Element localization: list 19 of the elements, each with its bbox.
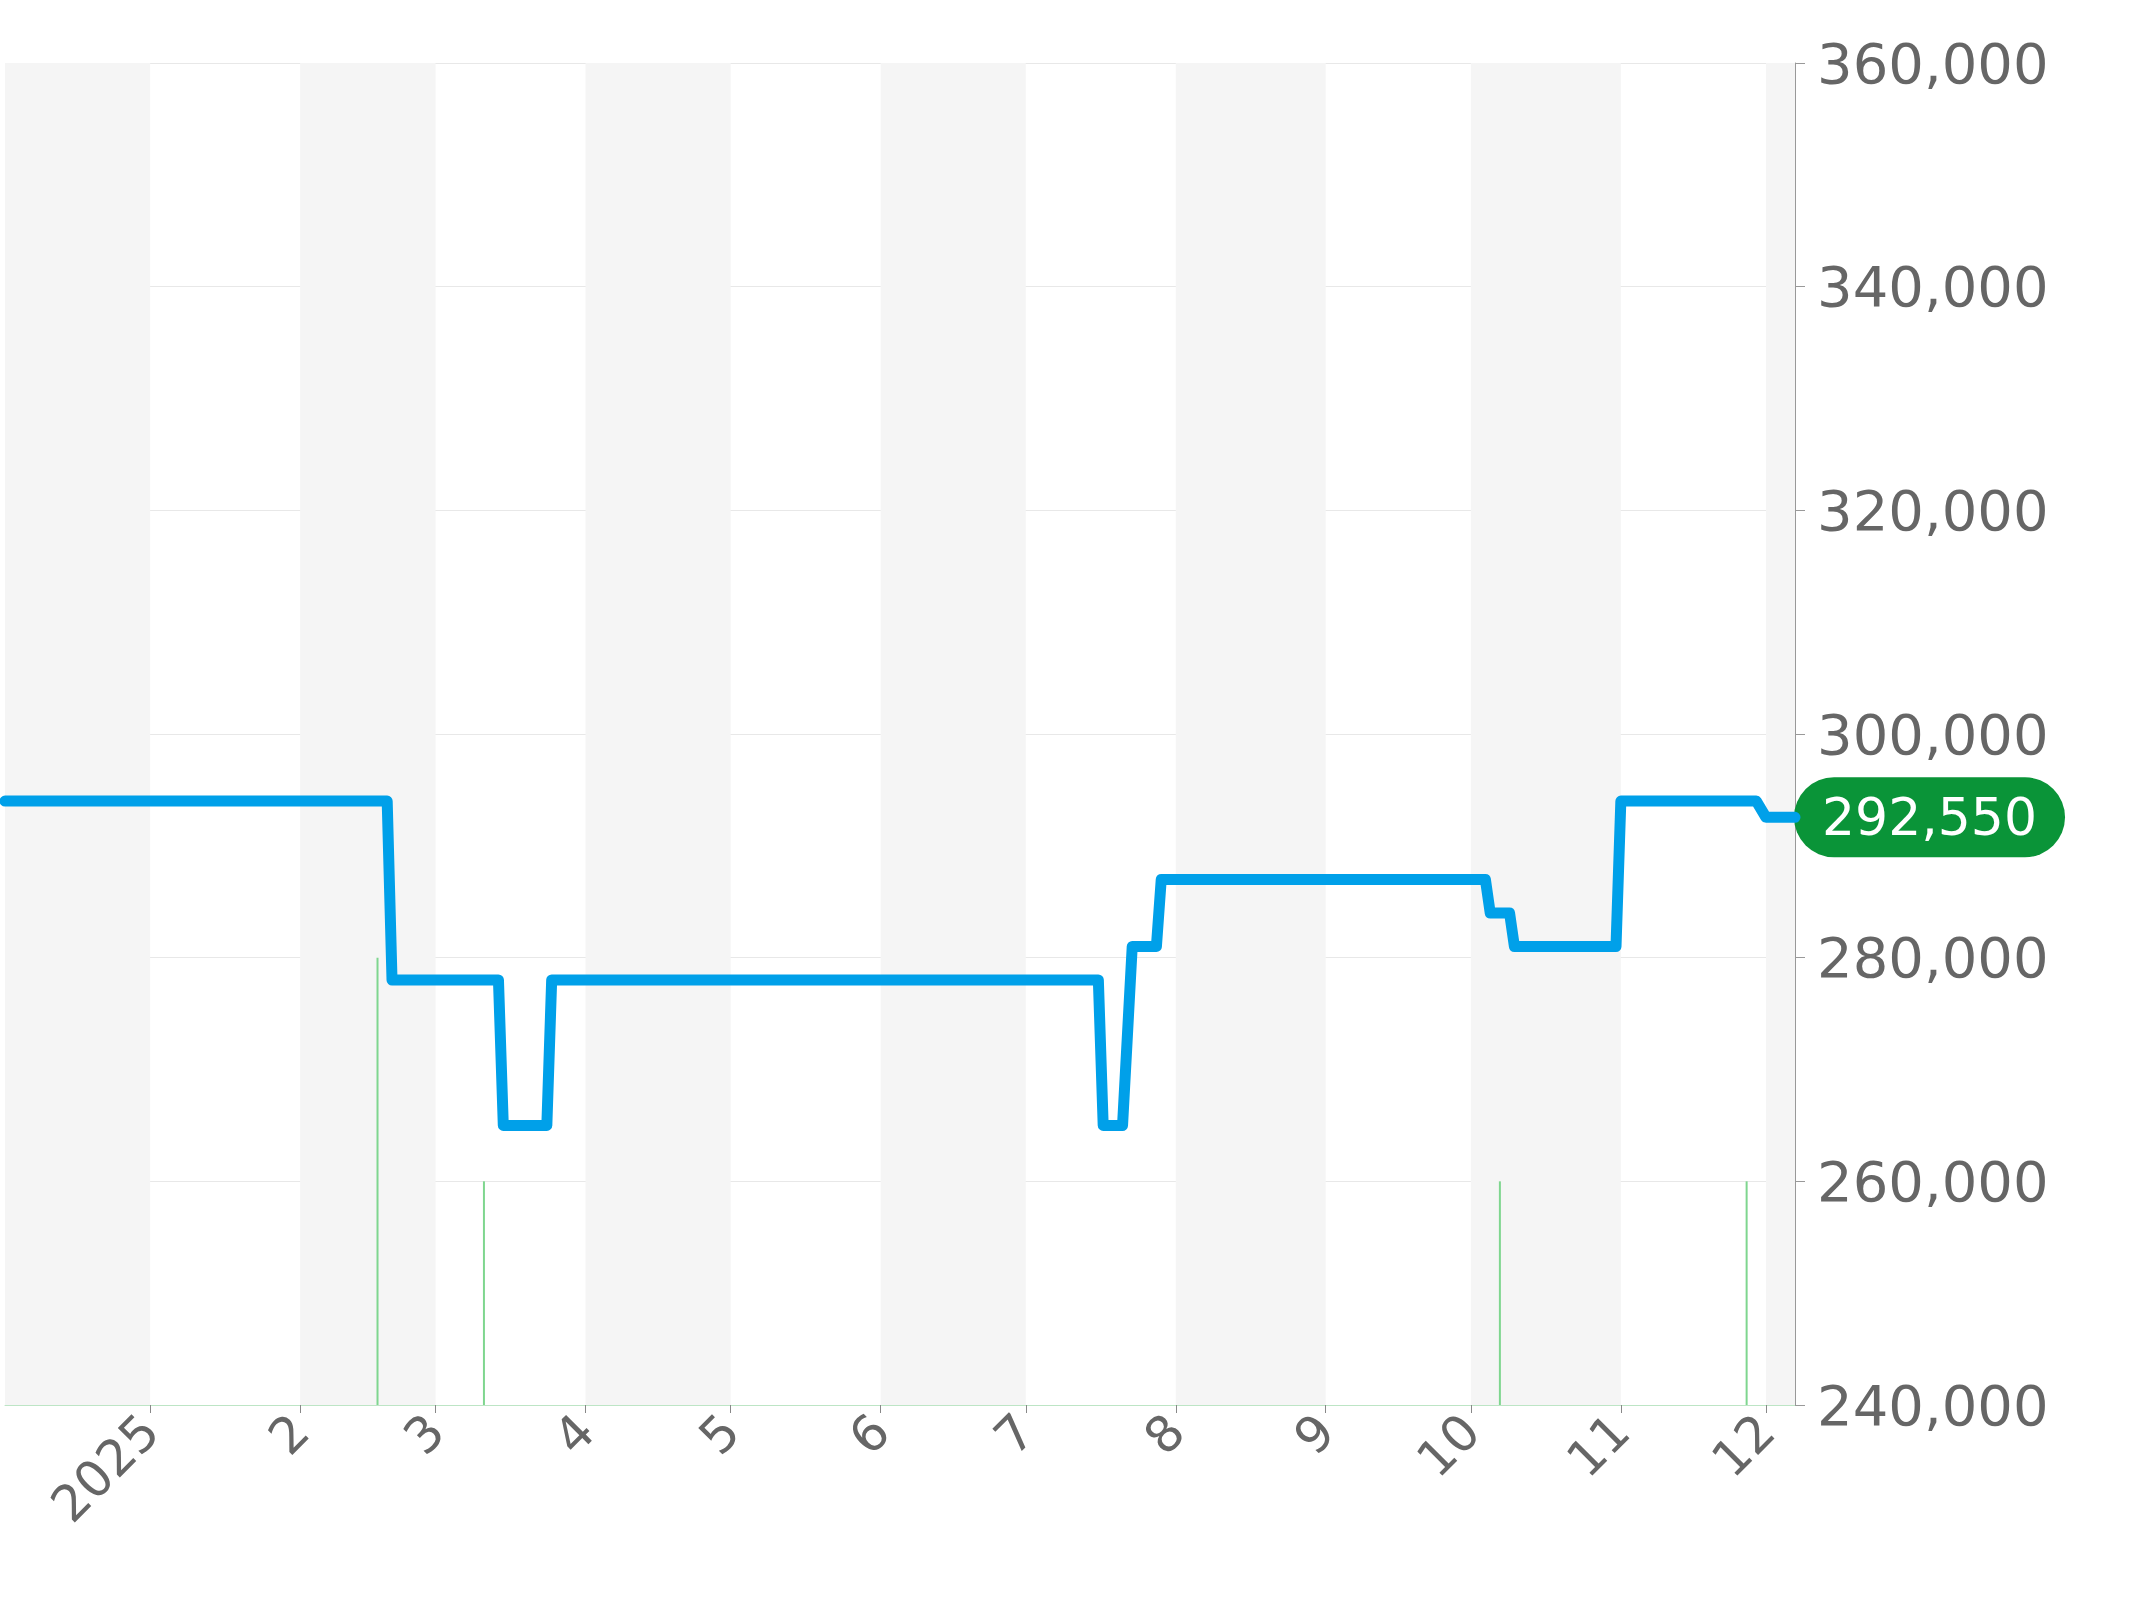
x-tick-label: 11 [1555, 1402, 1642, 1489]
y-tick-label: 240,000 [1817, 1372, 2049, 1438]
x-tick-label: 3 [392, 1402, 457, 1466]
y-tick-label: 300,000 [1817, 701, 2049, 767]
y-tick-label: 280,000 [1817, 925, 2049, 991]
x-tick-label: 9 [1282, 1402, 1347, 1466]
y-tick-label: 360,000 [1817, 30, 2049, 96]
y-tick-label: 340,000 [1817, 254, 2049, 320]
x-tick-label: 7 [982, 1402, 1047, 1466]
y-tick-label: 260,000 [1817, 1148, 2049, 1214]
annotation: 292,550 [1822, 787, 2038, 848]
x-tick-label: 12 [1700, 1402, 1787, 1489]
x-tick-label: 4 [542, 1402, 607, 1466]
x-tick-label: 10 [1405, 1402, 1492, 1489]
x-tick-label: 2 [257, 1402, 321, 1466]
x-tick-label: 6 [837, 1402, 902, 1466]
x-tick-label: 5 [687, 1402, 752, 1466]
x-tick-label: 8 [1132, 1402, 1197, 1466]
y-tick-label: 320,000 [1817, 477, 2049, 543]
